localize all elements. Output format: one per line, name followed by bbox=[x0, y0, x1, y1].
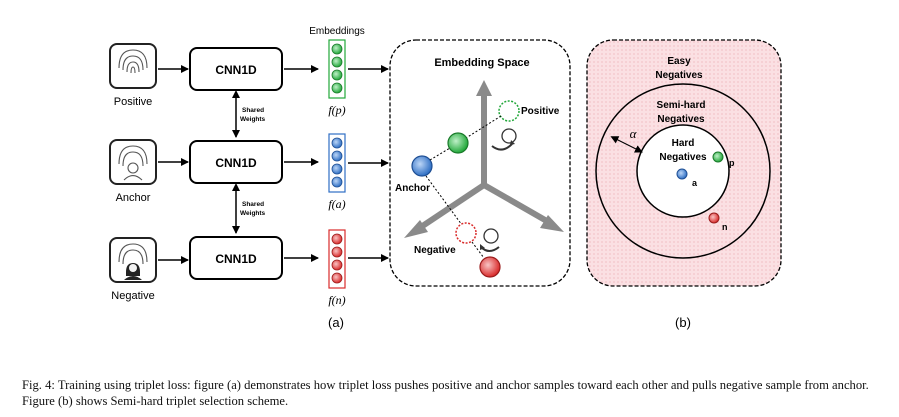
scheme-positive-point bbox=[712, 151, 724, 163]
embedding-space-panel bbox=[389, 39, 571, 287]
rotate-icon-positive bbox=[491, 128, 517, 151]
space-anchor-label: Anchor bbox=[395, 183, 430, 194]
semi-hard-line1: Semi-hard bbox=[657, 100, 706, 111]
shared-weights-top-line2: Weights bbox=[240, 116, 266, 123]
positive-ghost-point bbox=[498, 100, 520, 122]
shared-weights-bottom-line1: Shared bbox=[242, 201, 264, 208]
embeddings-title: Embeddings bbox=[309, 26, 365, 37]
subfigure-a-label: (a) bbox=[328, 315, 344, 330]
negative-move-path bbox=[471, 241, 485, 259]
scheme-negative-label: n bbox=[722, 222, 728, 232]
negative-label: Negative bbox=[111, 290, 154, 302]
embedding-vector-positive bbox=[328, 39, 346, 99]
anchor-input-icon bbox=[109, 139, 157, 185]
anchor-label: Anchor bbox=[116, 192, 151, 204]
scheme-positive-label: p bbox=[729, 158, 735, 168]
subfigure-b-label: (b) bbox=[675, 315, 691, 330]
space-negative-label: Negative bbox=[414, 245, 456, 256]
easy-negatives-line1: Easy bbox=[667, 56, 691, 67]
triplet-loss-diagram: Positive Anchor Negative CNN1D CNN1D CNN… bbox=[109, 26, 782, 330]
negative-point bbox=[479, 256, 501, 278]
scheme-anchor-point bbox=[676, 168, 688, 180]
easy-negatives-line2: Negatives bbox=[655, 70, 703, 81]
shared-weights-top-line1: Shared bbox=[242, 107, 264, 114]
margin-arrow bbox=[610, 136, 643, 153]
positive-point bbox=[447, 132, 469, 154]
cnn1d-label-positive: CNN1D bbox=[215, 63, 257, 77]
embedding-space-title: Embedding Space bbox=[434, 57, 529, 69]
hard-negatives-line1: Hard bbox=[672, 138, 695, 149]
space-positive-label: Positive bbox=[521, 106, 560, 117]
positive-input-icon bbox=[109, 43, 157, 89]
negative-ghost-point bbox=[455, 222, 477, 244]
cnn1d-block-negative bbox=[189, 236, 283, 280]
embedding-vector-negative bbox=[328, 229, 346, 289]
figure-caption: Fig. 4: Training using triplet loss: fig… bbox=[22, 378, 869, 408]
positive-label: Positive bbox=[114, 96, 153, 108]
positive-move-path bbox=[465, 115, 502, 139]
semi-hard-line2: Negatives bbox=[657, 114, 705, 125]
embedding-vector-anchor bbox=[328, 133, 346, 193]
anchor-point bbox=[411, 155, 433, 177]
fa-label: f(a) bbox=[328, 197, 345, 211]
shared-weights-bottom-line2: Weights bbox=[240, 210, 266, 217]
rotate-icon-negative bbox=[480, 228, 500, 252]
cnn1d-label-anchor: CNN1D bbox=[215, 156, 257, 170]
cnn1d-label-negative: CNN1D bbox=[215, 252, 257, 266]
fp-label: f(p) bbox=[328, 103, 345, 117]
embedding-axes bbox=[404, 80, 564, 238]
scheme-anchor-label: a bbox=[692, 178, 698, 188]
margin-alpha-label: α bbox=[630, 126, 638, 141]
fn-label: f(n) bbox=[328, 293, 345, 307]
hard-negatives-line2: Negatives bbox=[659, 152, 707, 163]
negative-input-icon bbox=[109, 237, 157, 283]
scheme-negative-point bbox=[708, 212, 720, 224]
